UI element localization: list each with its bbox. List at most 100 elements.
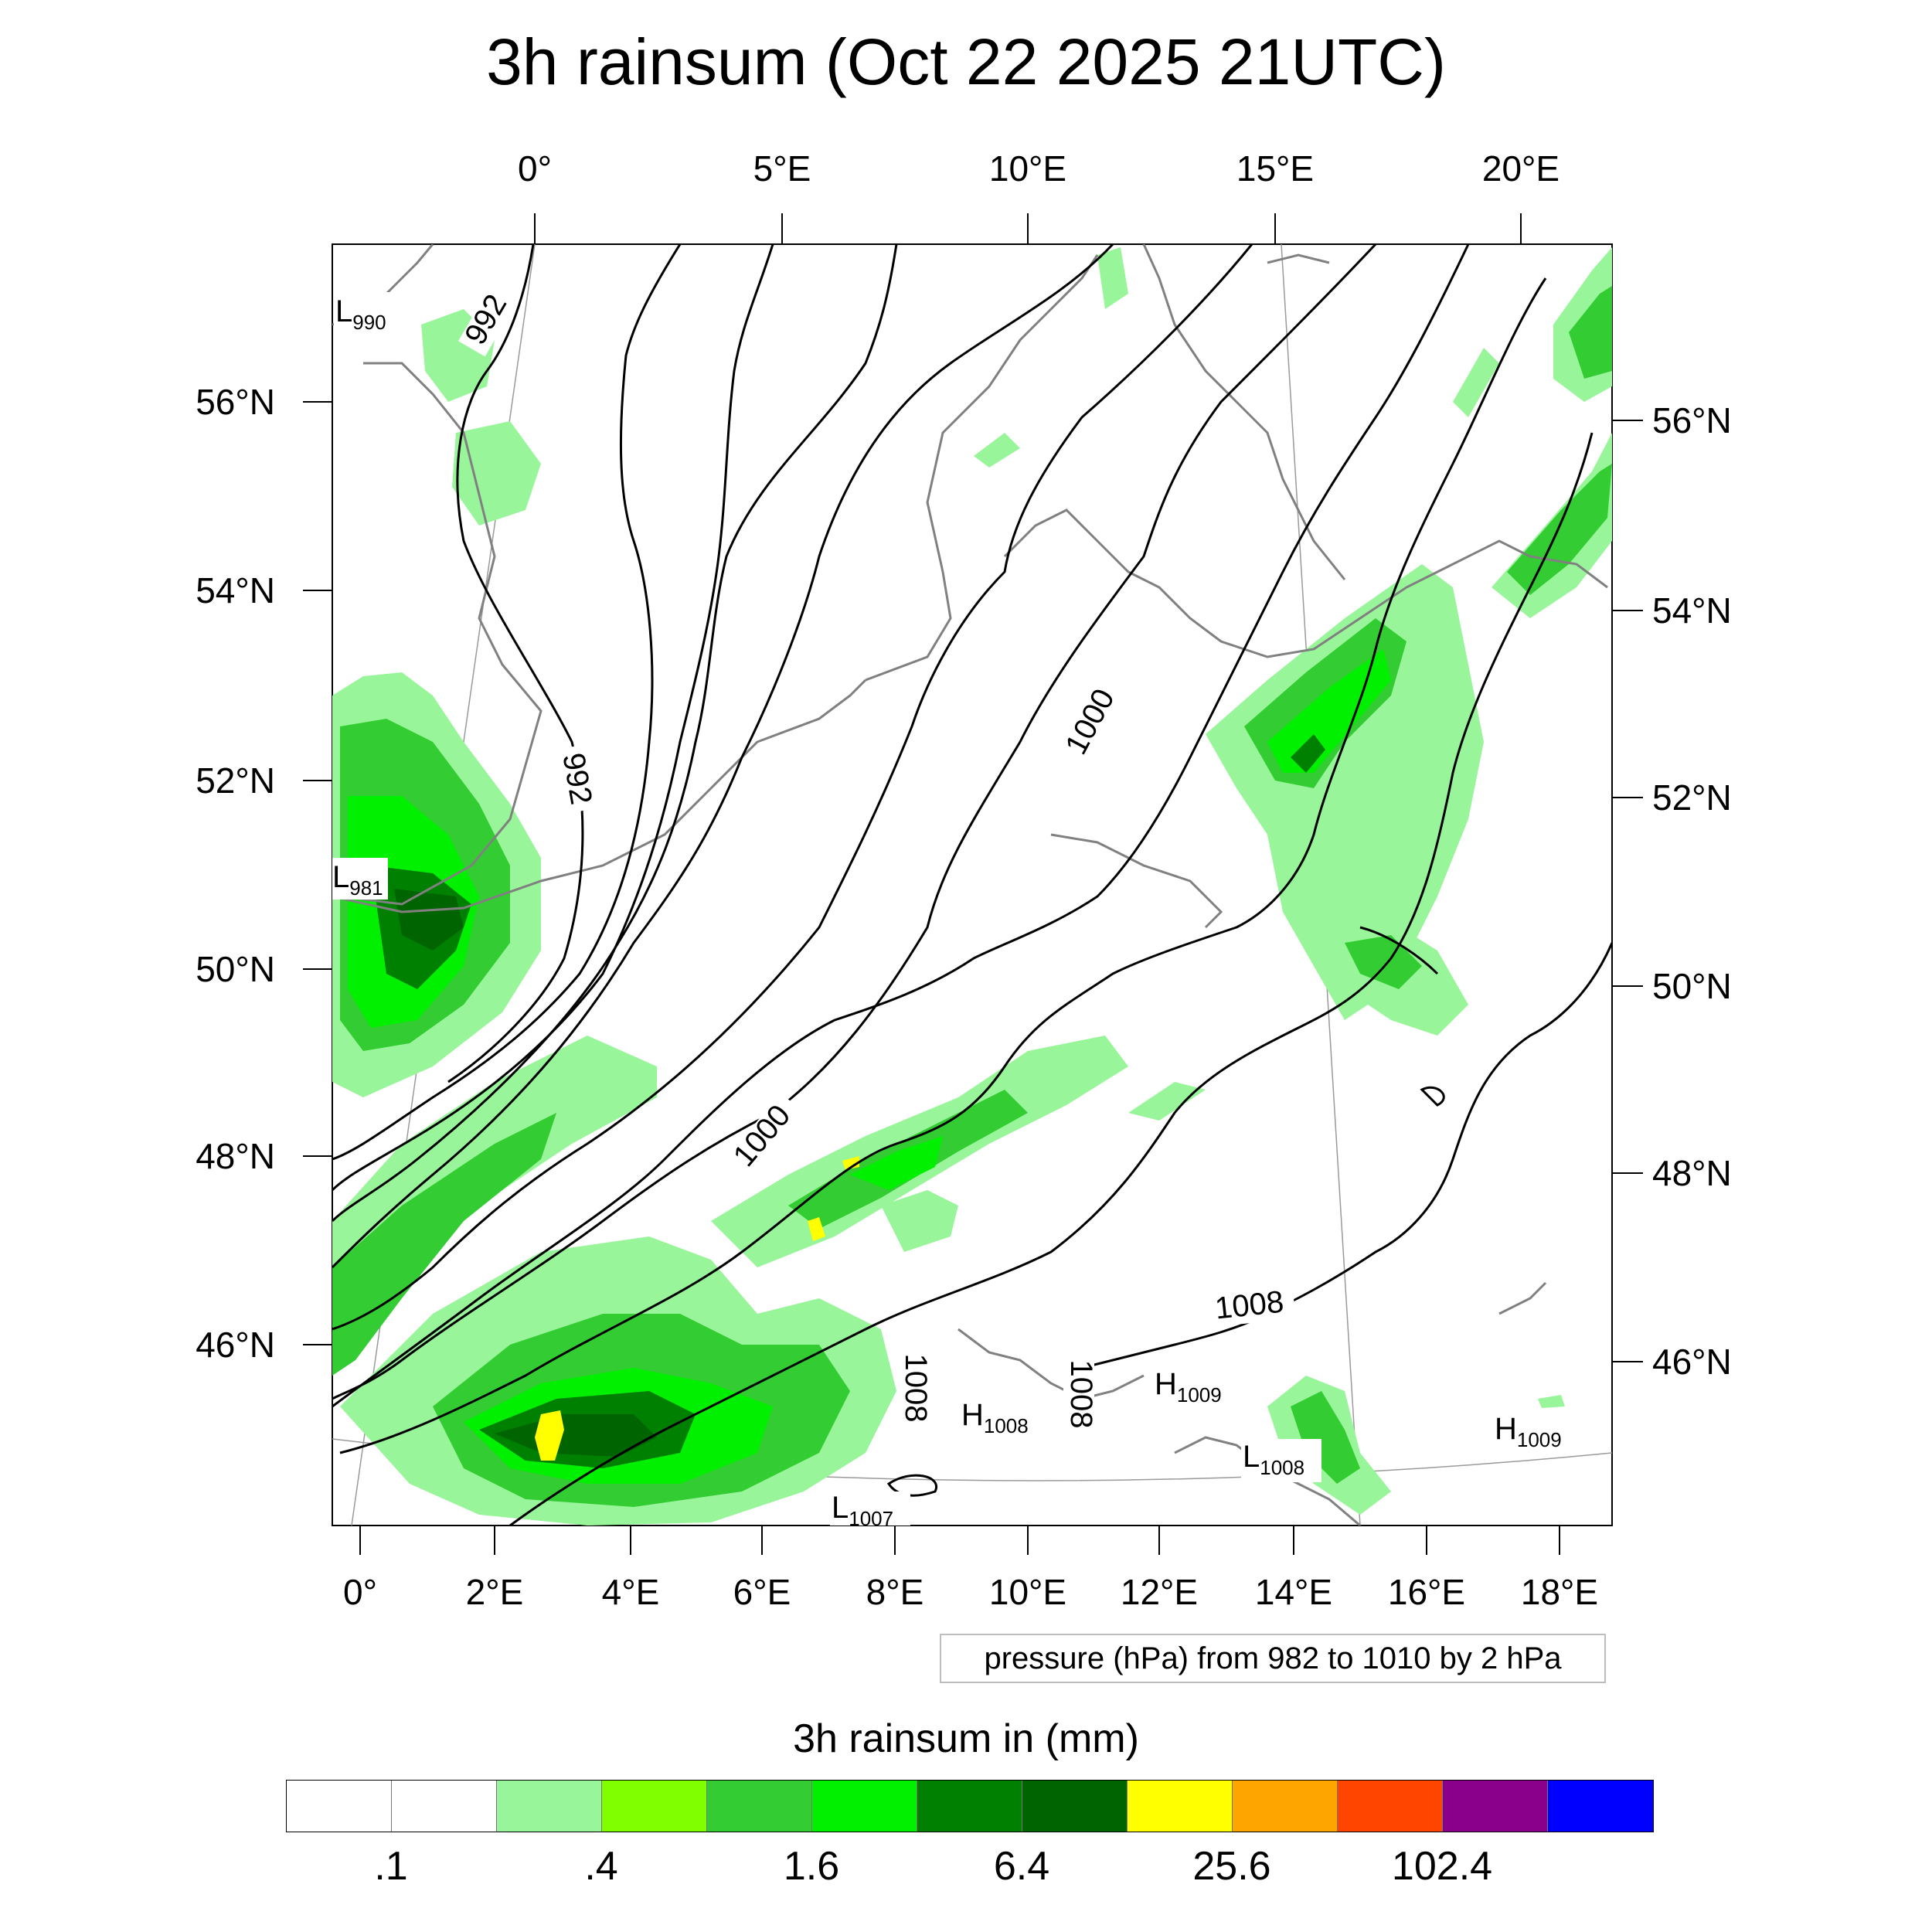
rain-area (541, 1436, 556, 1453)
colorbar-label: 6.4 (993, 1844, 1050, 1889)
rain-area (842, 1156, 859, 1170)
rain-area (1206, 564, 1484, 1020)
rain-area (495, 1414, 657, 1457)
low-center-1008: L1008 (1241, 1439, 1321, 1482)
rain-area (881, 1190, 958, 1252)
svg-text:H1009: H1009 (1155, 1367, 1222, 1406)
colorbar-box (1338, 1781, 1443, 1832)
tick-label: 16°E (1388, 1572, 1465, 1612)
colorbar-box (392, 1781, 497, 1832)
center-value: 1009 (1177, 1383, 1222, 1406)
rain-area (1538, 1395, 1565, 1408)
rain-area (1097, 247, 1128, 309)
colorbar-label: .4 (584, 1844, 618, 1889)
high-center-1008: H1008 (958, 1396, 1039, 1439)
center-type: H (1155, 1367, 1177, 1401)
low-center-1007: L1007 (830, 1491, 910, 1530)
svg-text:L990: L990 (335, 294, 386, 334)
center-value: 1008 (1260, 1456, 1304, 1479)
colorbar-box (497, 1781, 602, 1832)
tick-label: 52°N (196, 760, 275, 801)
center-type: L (832, 1491, 849, 1525)
rain-area (1291, 1391, 1360, 1484)
colorbar-box (1233, 1781, 1338, 1832)
tick-label: 5°E (753, 148, 811, 189)
center-value: 1009 (1517, 1428, 1562, 1451)
tick-label: 10°E (989, 148, 1066, 189)
map-title: 3h rainsum (Oct 22 2025 21UTC) (486, 26, 1446, 98)
rain-area (1267, 649, 1391, 773)
center-type: H (961, 1398, 984, 1432)
tick-label: 2°E (466, 1572, 524, 1612)
colorbar-box (602, 1781, 707, 1832)
svg-text:L1008: L1008 (1243, 1440, 1304, 1479)
rain-area (332, 1036, 657, 1360)
contour-labels: 992 992 1000 1000 1008 1008 1008 (458, 284, 1296, 1439)
tick-label: 48°N (1652, 1153, 1732, 1193)
tick-label: 0° (518, 148, 552, 189)
colorbar-label: 1.6 (783, 1844, 840, 1889)
rain-area (452, 421, 541, 526)
rain-area (535, 1410, 564, 1461)
rain-area (332, 1113, 556, 1376)
center-type: L (1243, 1440, 1260, 1474)
colorbar-box (812, 1781, 917, 1832)
colorbar (286, 1780, 1654, 1832)
center-value: 1007 (849, 1507, 893, 1530)
bottom-lon-labels: 0° 2°E 4°E 6°E 8°E 10°E 12°E 14°E 16°E 1… (343, 1572, 1598, 1612)
colorbar-title: 3h rainsum in (mm) (793, 1716, 1139, 1761)
tick-label: 12°E (1121, 1572, 1198, 1612)
tick-label: 0° (343, 1572, 377, 1612)
tick-label: 56°N (1652, 400, 1732, 440)
pressure-info-box: pressure (hPa) from 982 to 1010 by 2 hPa (940, 1634, 1606, 1683)
tick-label: 20°E (1482, 148, 1560, 189)
coastlines (332, 244, 1608, 1526)
colorbar-box (1443, 1781, 1548, 1832)
tick-label: 4°E (602, 1572, 660, 1612)
colorbar-label: .1 (374, 1844, 408, 1889)
tick-label: 52°N (1652, 777, 1732, 818)
contour-label: 1008 (899, 1354, 933, 1423)
svg-text:L1007: L1007 (832, 1491, 893, 1530)
colorbar-label: 25.6 (1192, 1844, 1271, 1889)
rain-area (1345, 935, 1422, 989)
high-center-1009-east: H1009 (1492, 1411, 1572, 1454)
center-type: H (1495, 1412, 1517, 1446)
rain-area (1453, 348, 1499, 417)
tick-label: 54°N (1652, 590, 1732, 631)
center-type: L (335, 294, 352, 328)
rain-area (1291, 734, 1325, 773)
colorbar-box (707, 1781, 812, 1832)
center-value: 1008 (984, 1414, 1029, 1437)
axis-ticks (303, 213, 1643, 1555)
tick-label: 10°E (989, 1572, 1066, 1612)
tick-label: 50°N (1652, 966, 1732, 1006)
contour-label: 1008 (1213, 1285, 1285, 1326)
tick-label: 50°N (196, 949, 275, 989)
rain-area (808, 1217, 825, 1241)
tick-label: 54°N (196, 570, 275, 611)
colorbar-box (1548, 1781, 1653, 1832)
tick-label: 6°E (733, 1572, 791, 1612)
rain-area (1569, 286, 1612, 379)
contour-label: 1008 (1064, 1360, 1098, 1429)
colorbar-box (1128, 1781, 1233, 1832)
pressure-centers: L990 L981 H1008 H1009 L1008 H1009 L1007 (332, 292, 1572, 1530)
tick-label: 46°N (1652, 1342, 1732, 1382)
left-lat-labels: 56°N 54°N 52°N 50°N 48°N 46°N (196, 382, 275, 1365)
colorbar-labels: .1 .4 1.6 6.4 25.6 102.4 (0, 1843, 1932, 1897)
rain-area (974, 433, 1020, 468)
center-value: 990 (352, 311, 386, 334)
high-center-1009: H1009 (1151, 1366, 1232, 1410)
colorbar-box (287, 1781, 392, 1832)
colorbar-label: 102.4 (1391, 1844, 1493, 1889)
tick-label: 48°N (196, 1136, 275, 1176)
colorbar-box (917, 1781, 1022, 1832)
top-lon-labels: 0° 5°E 10°E 15°E 20°E (518, 148, 1560, 189)
tick-label: 46°N (196, 1325, 275, 1365)
tick-label: 8°E (866, 1572, 924, 1612)
svg-text:H1009: H1009 (1495, 1412, 1562, 1451)
center-value: 981 (349, 876, 383, 900)
center-type: L (332, 860, 349, 894)
tick-label: 18°E (1521, 1572, 1598, 1612)
